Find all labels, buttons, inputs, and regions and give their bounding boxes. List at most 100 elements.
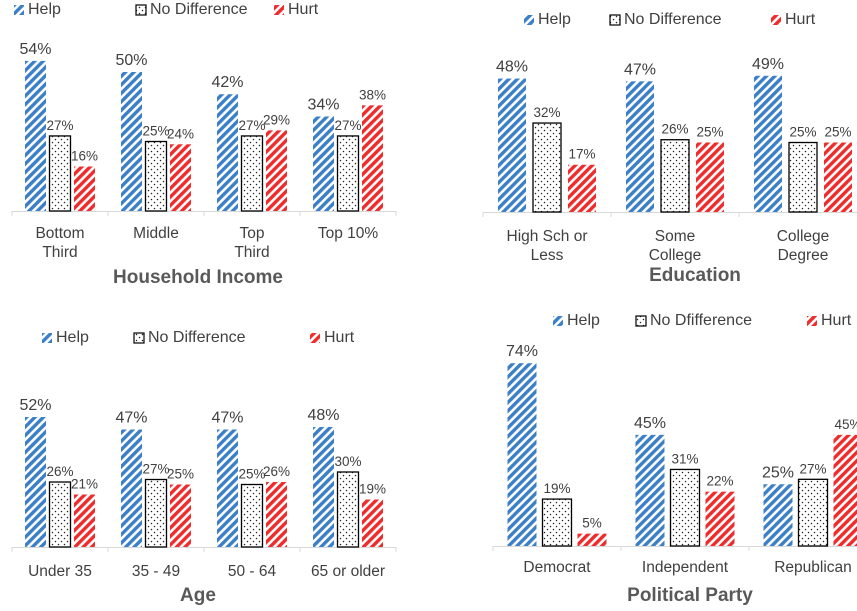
legend-label: Help xyxy=(567,312,600,329)
legend-swatch-no-difference xyxy=(135,4,147,16)
bar-no-difference xyxy=(336,135,360,212)
legend-swatch-hurt xyxy=(274,5,284,15)
data-label: 25% xyxy=(167,467,194,482)
chart-title: Age xyxy=(180,585,216,606)
category-label: College Degree xyxy=(777,228,830,264)
legend-label: No Difference xyxy=(150,1,248,18)
legend-label: Help xyxy=(538,11,571,28)
data-label: 42% xyxy=(211,74,243,91)
legend-label: Help xyxy=(56,329,89,346)
chart-panel-education: Help No Difference Hurt 48% 32% 17% High Sch o… xyxy=(482,11,857,286)
data-label: 74% xyxy=(506,343,538,360)
bar-help xyxy=(25,417,46,547)
data-label: 25% xyxy=(762,464,794,481)
data-label: 49% xyxy=(752,56,784,73)
data-label: 25% xyxy=(238,467,265,482)
data-label: 19% xyxy=(543,481,570,496)
data-label: 30% xyxy=(334,454,361,469)
data-label: 47% xyxy=(115,410,147,427)
bar-hurt xyxy=(824,142,852,212)
data-label: 27% xyxy=(334,118,361,133)
bar-help xyxy=(763,484,793,546)
bar-help xyxy=(217,429,238,547)
category-label: 65 or older xyxy=(311,563,385,580)
bar-no-difference xyxy=(240,483,264,548)
legend-label: No Difference xyxy=(148,329,246,346)
bar-no-difference xyxy=(48,135,72,212)
legend-swatch-hurt xyxy=(807,316,817,326)
data-label: 25% xyxy=(789,125,816,140)
legend-label: No Dfifference xyxy=(650,312,752,329)
bar-no-difference xyxy=(336,471,360,548)
data-label: 19% xyxy=(359,482,386,497)
bar-hurt xyxy=(170,484,191,547)
data-label: 25% xyxy=(824,125,851,140)
data-label: 27% xyxy=(799,461,826,476)
data-label: 29% xyxy=(263,112,290,127)
bar-help xyxy=(626,81,654,212)
legend-swatch-no-difference xyxy=(609,14,621,26)
data-label: 24% xyxy=(167,126,194,141)
category-label: Under 35 xyxy=(28,563,92,580)
data-label: 5% xyxy=(582,516,602,531)
data-label: 21% xyxy=(71,477,98,492)
category-label: High Sch or Less xyxy=(507,228,588,264)
bar-help xyxy=(121,72,142,211)
data-label: 45% xyxy=(634,415,666,432)
bar-hurt xyxy=(362,499,383,547)
data-label: 16% xyxy=(71,149,98,164)
chart-title: Education xyxy=(649,265,741,286)
chart-title: Household Income xyxy=(113,267,283,288)
bar-help xyxy=(313,427,334,547)
data-label: 54% xyxy=(19,41,51,58)
bar-hurt xyxy=(568,164,596,212)
legend-swatch-help xyxy=(14,5,24,15)
bar-hurt xyxy=(74,494,95,547)
category-label: Independent xyxy=(642,559,729,576)
legend-label: Help xyxy=(28,1,61,18)
category-label: 35 - 49 xyxy=(132,563,180,580)
category-label: Democrat xyxy=(523,559,591,576)
legend-swatch-no-difference xyxy=(133,332,145,344)
legend-swatch-hurt xyxy=(310,333,320,343)
category-label: Republican xyxy=(774,559,852,576)
bar-help xyxy=(507,363,537,546)
data-label: 26% xyxy=(46,464,73,479)
data-label: 25% xyxy=(142,124,169,139)
bar-hurt xyxy=(266,482,287,547)
bar-no-difference xyxy=(48,481,72,548)
data-label: 31% xyxy=(671,451,698,466)
legend-label: Hurt xyxy=(785,11,816,28)
legend-label: Hurt xyxy=(821,312,852,329)
bar-no-dfifference xyxy=(797,478,829,547)
data-label: 48% xyxy=(307,407,339,424)
category-label: Some College xyxy=(649,228,702,264)
category-label: Top 10% xyxy=(318,225,379,242)
bar-no-difference xyxy=(240,135,264,212)
bar-hurt xyxy=(696,142,724,212)
bar-help xyxy=(754,75,782,212)
data-label: 32% xyxy=(533,105,560,120)
bar-help xyxy=(25,60,46,211)
data-label: 45% xyxy=(834,417,857,432)
bar-help xyxy=(635,434,665,546)
data-label: 27% xyxy=(142,462,169,477)
legend-label: Hurt xyxy=(324,329,355,346)
legend-swatch-help xyxy=(524,15,534,25)
data-label: 17% xyxy=(568,147,595,162)
chart-title: Political Party xyxy=(627,585,753,606)
bar-no-dfifference xyxy=(669,468,701,547)
category-label: 50 - 64 xyxy=(228,563,277,580)
bar-help xyxy=(498,78,526,212)
bar-hurt xyxy=(266,130,287,211)
bar-no-difference xyxy=(144,478,168,548)
bar-help xyxy=(313,116,334,211)
data-label: 48% xyxy=(496,59,528,76)
bar-no-difference xyxy=(532,122,562,213)
bar-no-difference xyxy=(144,140,168,212)
bar-hurt xyxy=(362,105,383,211)
data-label: 50% xyxy=(115,52,147,69)
data-label: 26% xyxy=(661,122,688,137)
